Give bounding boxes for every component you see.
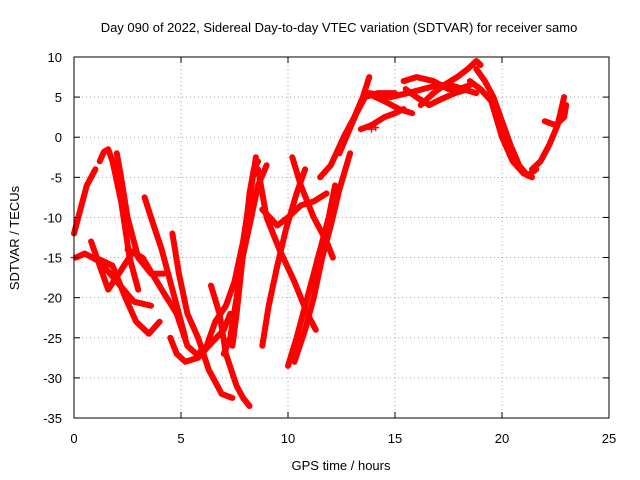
y-tick-label: -5 bbox=[50, 170, 62, 185]
x-tick-label: 15 bbox=[388, 431, 402, 446]
series-trace-4 bbox=[96, 146, 142, 293]
series-trace-9 bbox=[169, 230, 236, 401]
y-tick-label: -15 bbox=[43, 251, 62, 266]
x-axis-label: GPS time / hours bbox=[292, 458, 391, 473]
x-tick-label: 10 bbox=[281, 431, 295, 446]
y-tick-label: -10 bbox=[43, 210, 62, 225]
series-trace-16 bbox=[259, 190, 330, 229]
y-tick-labels: -35 -30 -25 -20 -15 -10 -5 0 5 10 bbox=[43, 50, 62, 426]
chart-title: Day 090 of 2022, Sidereal Day-to-day VTE… bbox=[101, 20, 578, 35]
series-trace-11 bbox=[208, 282, 253, 409]
series-trace-18 bbox=[289, 154, 336, 261]
x-tick-label: 25 bbox=[602, 431, 616, 446]
x-tick-label: 0 bbox=[70, 431, 77, 446]
series-trace-28 bbox=[417, 58, 484, 109]
x-tick-label: 20 bbox=[495, 431, 509, 446]
series-trace-20 bbox=[291, 150, 354, 365]
plot-frame bbox=[73, 56, 610, 419]
series-trace-26 bbox=[402, 86, 471, 109]
series-trace-1 bbox=[71, 166, 99, 237]
y-tick-label: -35 bbox=[43, 411, 62, 426]
y-tick-label: -25 bbox=[43, 331, 62, 346]
x-tick-label: 5 bbox=[177, 431, 184, 446]
y-tick-label: -20 bbox=[43, 291, 62, 306]
y-tick-label: 5 bbox=[55, 90, 62, 105]
y-axis-label: SDTVAR / TECUs bbox=[7, 185, 22, 290]
axis-ticks bbox=[73, 56, 610, 419]
data-series bbox=[71, 58, 570, 409]
plus-marker bbox=[367, 125, 375, 133]
series-trace-32 bbox=[541, 102, 570, 129]
series-trace-19 bbox=[285, 182, 339, 369]
y-tick-label: -30 bbox=[43, 371, 62, 386]
series-trace-30 bbox=[466, 78, 535, 181]
y-tick-label: 10 bbox=[48, 50, 62, 65]
series-trace-23 bbox=[357, 106, 407, 133]
series-trace-2 bbox=[73, 250, 154, 309]
y-tick-label: 0 bbox=[55, 130, 62, 145]
series-trace-6 bbox=[92, 254, 163, 337]
plus-marker bbox=[372, 124, 380, 132]
series-trace-17 bbox=[259, 166, 309, 349]
series-trace-31 bbox=[529, 94, 568, 173]
series-trace-8 bbox=[124, 246, 199, 357]
x-tick-labels: 0 5 10 15 20 25 bbox=[70, 431, 616, 446]
